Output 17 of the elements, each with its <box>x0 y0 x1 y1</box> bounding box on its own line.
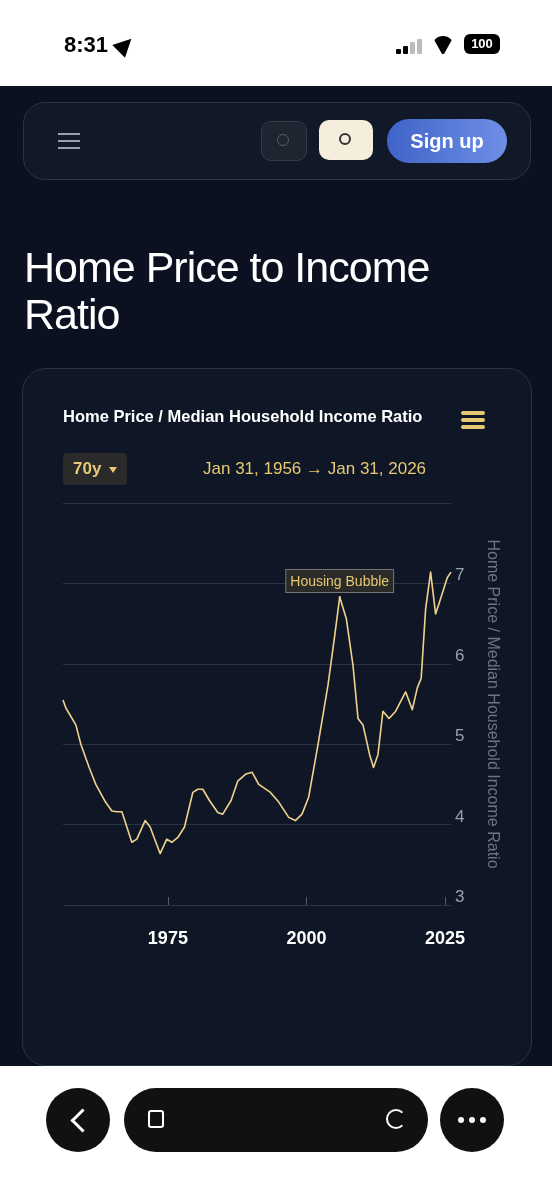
text: Sign up <box>387 119 507 163</box>
battery-icon: 100 <box>464 34 500 54</box>
y-tick-label: 4 <box>455 806 465 826</box>
y-tick-label: 3 <box>455 887 465 906</box>
y-tick-label: 5 <box>455 726 465 746</box>
y-axis-title: Home Price / Median Household Income Ratio <box>484 539 502 869</box>
text: 8:31 <box>64 32 109 58</box>
chart-subtitle: Home Price / Median Household Income Ratio <box>63 407 423 426</box>
y-tick-label: 7 <box>455 565 465 585</box>
x-tick-label: 1975 <box>147 928 188 948</box>
text: Jan 31, 1956 → Jan 31, 2026 <box>203 459 427 479</box>
text: 70y <box>63 453 127 485</box>
annotation: Housing Bubble <box>290 573 390 590</box>
x-tick-label: 2025 <box>424 928 466 948</box>
x-tick-label: 2000 <box>286 928 327 948</box>
y-tick-label: 6 <box>455 645 465 665</box>
chart-title: Home Price to Income Ratio <box>24 243 431 338</box>
